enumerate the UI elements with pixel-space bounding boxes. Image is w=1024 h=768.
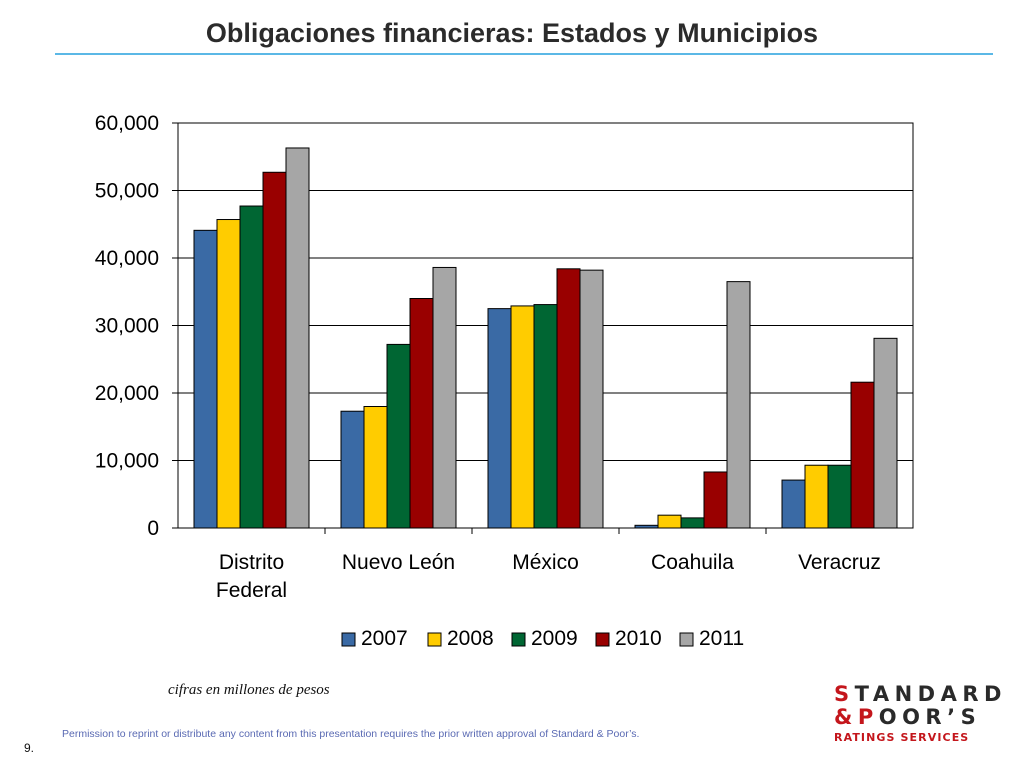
- permission-footer: Permission to reprint or distribute any …: [62, 728, 640, 740]
- bar-2009: [533, 304, 558, 529]
- legend-swatch-2008: [427, 632, 442, 647]
- y-tick-label: 50,000: [95, 180, 159, 203]
- standard-and-poors-logo: STANDARD &POOR’S RATINGS SERVICES: [834, 682, 1007, 745]
- x-category-label: Veracruz: [798, 551, 881, 574]
- bar-2011: [432, 266, 457, 529]
- x-category-label: Distrito Federal: [216, 551, 287, 602]
- legend-swatch-2011: [679, 632, 694, 647]
- x-category-label: Nuevo León: [342, 551, 455, 574]
- bar-2009: [827, 464, 852, 529]
- bar-2010: [850, 381, 875, 529]
- bar-2008: [216, 219, 241, 529]
- legend-label-2008: 2008: [447, 627, 494, 650]
- x-category-label: Coahuila: [651, 551, 734, 574]
- legend-swatch-2009: [511, 632, 526, 647]
- legend-swatch-2010: [595, 632, 610, 647]
- legend-label-2009: 2009: [531, 627, 578, 650]
- bar-2008: [804, 464, 829, 529]
- title-divider: [55, 53, 993, 55]
- y-tick-label: 20,000: [95, 382, 159, 405]
- bar-2007: [781, 479, 806, 529]
- legend-label-2011: 2011: [699, 627, 744, 650]
- logo-line-poors: &POOR’S: [834, 705, 982, 729]
- y-tick-label: 0: [147, 517, 159, 540]
- bar-2011: [873, 337, 898, 529]
- logo-line-ratings-services: RATINGS SERVICES: [834, 731, 970, 744]
- bar-2007: [193, 229, 218, 529]
- bar-2008: [657, 514, 682, 529]
- units-note: cifras en millones de pesos: [168, 682, 330, 698]
- x-category-label: México: [512, 551, 579, 574]
- bar-2010: [409, 298, 434, 529]
- bar-2010: [556, 268, 581, 529]
- bar-2010: [703, 471, 728, 529]
- legend-label-2010: 2010: [615, 627, 662, 650]
- logo-line-standard: STANDARD: [834, 682, 1007, 706]
- y-tick-label: 60,000: [95, 112, 159, 135]
- bar-2009: [386, 343, 411, 529]
- legend-label-2007: 2007: [361, 627, 408, 650]
- bar-2011: [285, 147, 310, 529]
- legend-swatch-2007: [341, 632, 356, 647]
- bar-2008: [510, 305, 535, 529]
- y-tick-label: 10,000: [95, 450, 159, 473]
- page-title: Obligaciones financieras: Estados y Muni…: [205, 18, 819, 48]
- bar-2008: [363, 406, 388, 529]
- bar-2011: [726, 281, 751, 529]
- page-number: 9.: [24, 741, 35, 755]
- bar-2009: [239, 205, 264, 529]
- bar-2010: [262, 171, 287, 529]
- bar-2007: [340, 410, 365, 529]
- bar-2011: [579, 269, 604, 529]
- bar-chart: 0 10,000 20,000 30,000 40,000 50,000 60,000 Dis…: [95, 112, 914, 650]
- bar-2007: [487, 308, 512, 529]
- y-tick-label: 30,000: [95, 315, 159, 338]
- bar-2007: [634, 524, 659, 529]
- bar-2009: [680, 517, 705, 529]
- y-tick-label: 40,000: [95, 247, 159, 270]
